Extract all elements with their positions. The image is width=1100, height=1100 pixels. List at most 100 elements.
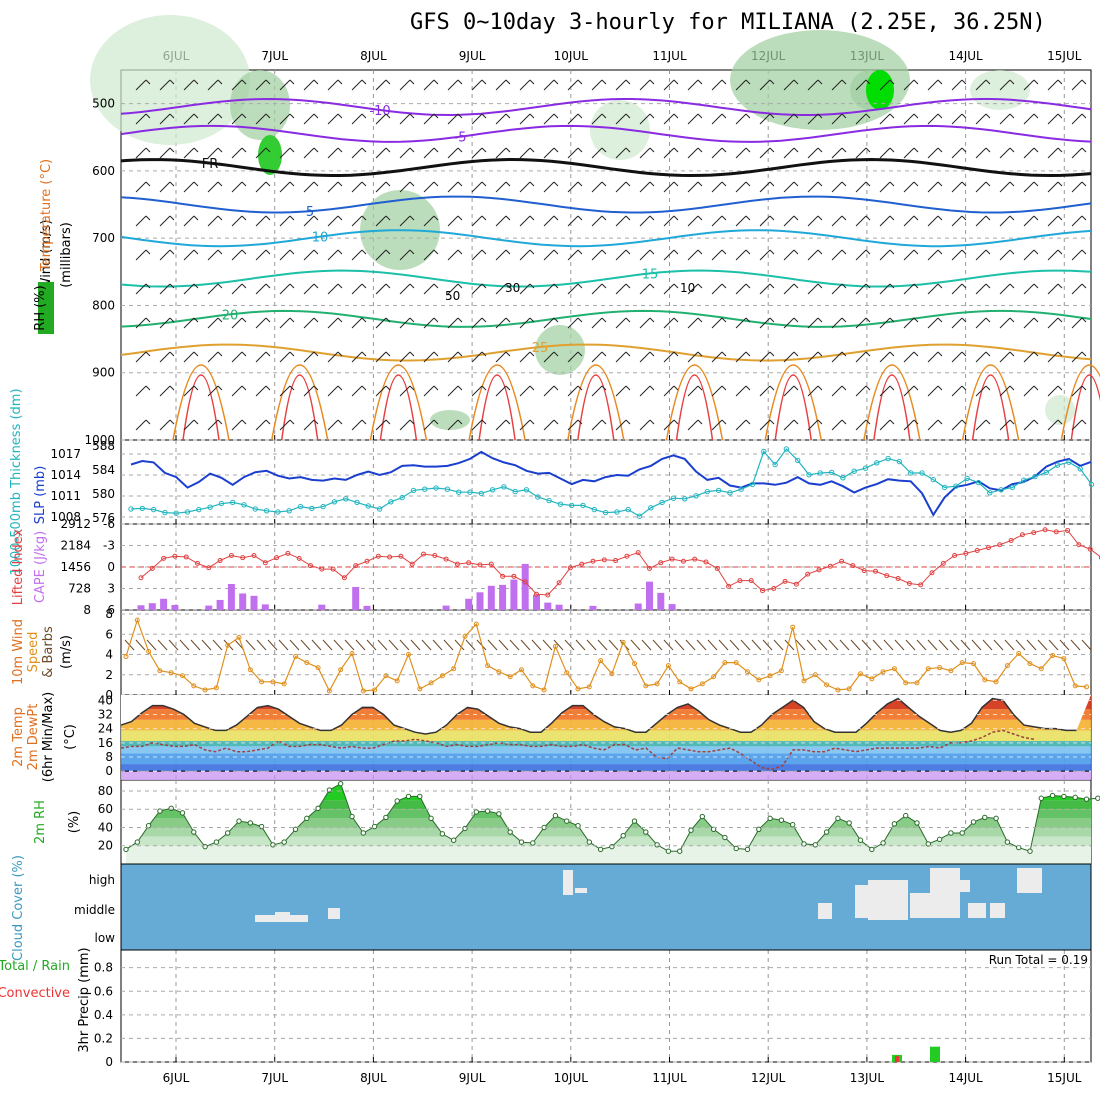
wind-barb-flag <box>961 147 967 153</box>
lifted-index-point <box>1008 537 1014 543</box>
wind-barb-flag <box>169 113 175 119</box>
cape-bar <box>487 585 495 610</box>
wind-barb <box>591 317 603 329</box>
wind-barb-flag <box>697 79 703 85</box>
wind-barb-flag <box>625 113 631 119</box>
wind-barb <box>207 79 219 91</box>
wind-barb-flag <box>625 249 631 255</box>
cloud-block <box>868 880 908 920</box>
wind-barb-flag <box>841 351 847 357</box>
wind-barb-flag <box>889 419 895 425</box>
wind-barb <box>831 351 843 363</box>
rh-point <box>699 813 705 820</box>
wind-barb-flag <box>481 283 487 289</box>
wind-barb-flag <box>889 113 895 119</box>
wind-barb-flag <box>241 79 247 85</box>
day-label-top: 7JUL <box>261 49 288 63</box>
wind-speed-point <box>1004 663 1010 669</box>
wind-barb <box>1071 351 1083 363</box>
wind-barb-flag <box>841 113 847 119</box>
rh-point <box>688 827 694 833</box>
lifted-index-point <box>839 558 845 564</box>
wind-barb-flag <box>217 351 223 357</box>
lifted-index-point <box>692 556 698 562</box>
wind-barb <box>1047 351 1059 363</box>
lifted-index-point <box>861 568 867 574</box>
wind-barb <box>567 419 579 431</box>
wind-barb <box>663 113 675 125</box>
wind-barb <box>495 283 507 295</box>
wind-barb-flag <box>313 351 319 357</box>
wind-barb-flag <box>649 113 655 119</box>
cape-bar <box>250 595 258 610</box>
wind-barb-flag <box>385 385 391 391</box>
wind-barb <box>207 113 219 125</box>
dewpt-line <box>120 729 1035 771</box>
wind-barb <box>903 79 915 91</box>
wind-barb <box>159 419 171 431</box>
wind-barb <box>783 249 795 261</box>
wind-barb-flag <box>169 249 175 255</box>
wind-barb-flag <box>193 113 199 119</box>
p-tick: 800 <box>92 298 115 312</box>
cape-bar <box>160 598 168 610</box>
wind-barb-flag <box>985 283 991 289</box>
day-label-bottom: 11JUL <box>652 1071 687 1085</box>
lifted-index-point <box>1065 527 1071 533</box>
wind-barb-flag <box>217 385 223 391</box>
wind-barb-sfc <box>575 639 586 651</box>
wind-barb-flag <box>289 215 295 221</box>
wind-barb-flag <box>961 419 967 425</box>
wind-barb-flag <box>1057 317 1063 323</box>
wind-barb-flag <box>961 79 967 85</box>
wind-barb-flag <box>553 147 559 153</box>
thickness-point <box>433 485 439 491</box>
wind-barb-flag <box>193 215 199 221</box>
wind-barb-flag <box>961 249 967 255</box>
wind-barb-flag <box>937 113 943 119</box>
wind-barb <box>591 113 603 125</box>
wind-speed-point <box>971 661 976 667</box>
wind-speed-point <box>643 683 649 689</box>
wind-barb-flag <box>145 181 151 187</box>
wind-barb-flag <box>505 249 511 255</box>
wind-barb <box>543 181 555 193</box>
wind-barb-flag <box>553 113 559 119</box>
wind-barb-flag <box>865 419 871 425</box>
wind-barb-flag <box>937 385 943 391</box>
lifted-index-point <box>387 554 393 560</box>
wind-barb <box>855 181 867 193</box>
day-label-bottom: 12JUL <box>751 1071 786 1085</box>
wind-barb <box>975 419 987 431</box>
warm-contour <box>369 364 428 441</box>
wind-barb <box>951 147 963 159</box>
temp-band <box>121 719 1091 731</box>
cloud-block <box>1017 868 1042 893</box>
wind-barb <box>807 385 819 397</box>
wind-barb-flag <box>577 113 583 119</box>
wind-barb <box>735 181 747 193</box>
li-tick: 3 <box>107 582 115 596</box>
wind-barb <box>471 317 483 329</box>
wind-speed-point <box>394 678 400 684</box>
ylabel-wind10-line: 10m Wind <box>11 619 26 685</box>
wind-barb <box>687 113 699 125</box>
wind-barb-sfc <box>751 639 762 651</box>
lifted-index-point <box>963 550 969 556</box>
wind-barb <box>255 147 267 159</box>
wind-barb-flag <box>913 351 919 357</box>
wind-barb-flag <box>193 317 199 323</box>
wind-barb-flag <box>625 283 631 289</box>
wind-barb-flag <box>457 283 463 289</box>
wind-barb-flag <box>985 181 991 187</box>
lifted-index-point <box>353 563 359 569</box>
wind-barb <box>495 317 507 329</box>
wind-barb <box>135 215 147 227</box>
wind-barb <box>1047 113 1059 125</box>
thickness-point <box>546 497 552 504</box>
slp-tick: 1017 <box>50 447 81 461</box>
wind-barb-flag <box>865 249 871 255</box>
lifted-index-point <box>409 561 415 567</box>
lifted-index-point <box>172 553 178 559</box>
